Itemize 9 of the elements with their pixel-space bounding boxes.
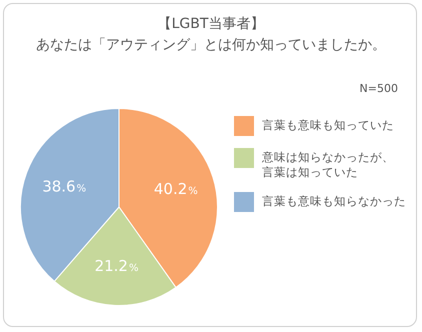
data-label: 40.2%	[154, 180, 198, 198]
legend-label: 言葉も意味も知っていた	[262, 117, 394, 133]
legend-label: 言葉も意味も知らなかった	[262, 193, 406, 209]
chart-subtitle: あなたは「アウティング」とは何か知っていましたか。	[35, 36, 387, 55]
text: N=500	[360, 82, 398, 95]
data-label: 21.2%	[94, 257, 138, 276]
data-label: 38.6%	[42, 177, 86, 196]
legend-label: 意味は知らなかったが、言葉は知っていた	[262, 149, 394, 180]
chart-title: 【LGBT当事者】	[156, 15, 266, 34]
